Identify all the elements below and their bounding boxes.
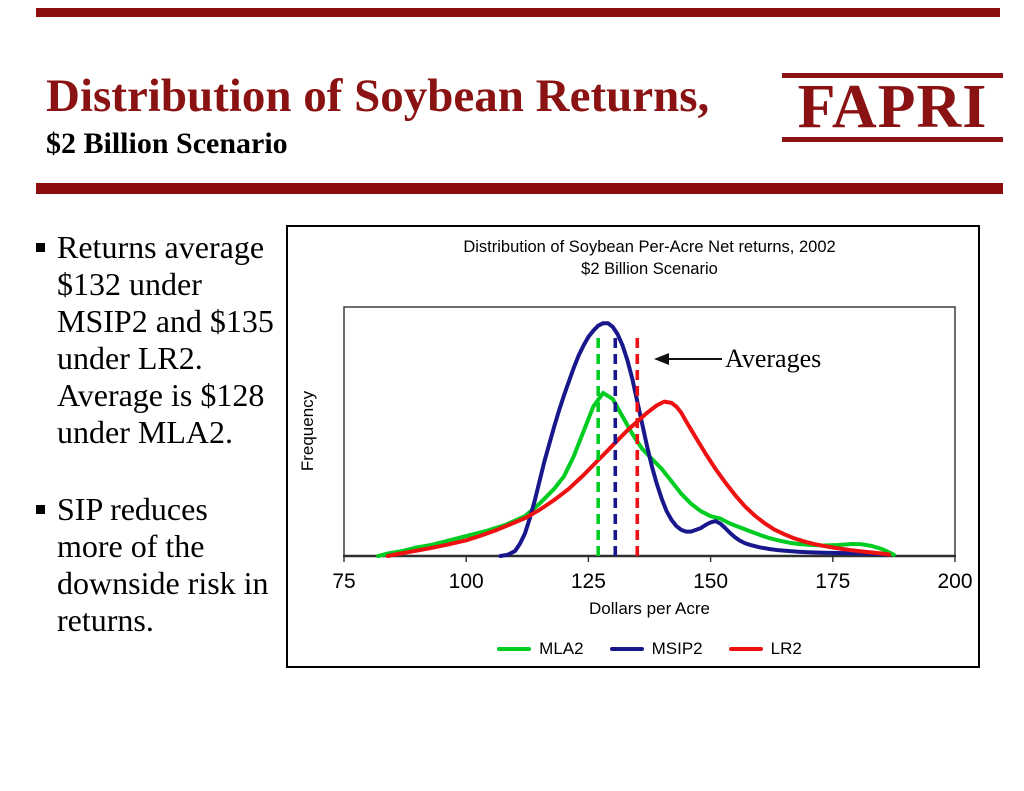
x-tick-label: 100 bbox=[449, 570, 484, 593]
fapri-logo-bottom-line bbox=[782, 137, 1003, 142]
slide-subtitle: $2 Billion Scenario bbox=[46, 127, 288, 160]
legend-label-mla2: MLA2 bbox=[539, 639, 584, 658]
bullet-item: SIP reduces more of the downside risk in re… bbox=[36, 491, 288, 639]
chart-title: Distribution of Soybean Per-Acre Net ret… bbox=[463, 238, 836, 256]
legend-swatch-lr2 bbox=[728, 646, 763, 652]
averages-arrow-head bbox=[654, 353, 669, 365]
x-tick-label: 150 bbox=[693, 570, 728, 593]
bullet-square-marker bbox=[36, 243, 45, 252]
series-curve-lr2 bbox=[386, 399, 891, 558]
legend-swatch-msip2 bbox=[609, 646, 644, 652]
top-accent-bar bbox=[36, 8, 1000, 17]
plot-frame bbox=[343, 306, 956, 557]
legend-item-msip2: MSIP2 bbox=[609, 639, 703, 659]
fapri-logo-top-line bbox=[782, 73, 1003, 78]
chart-title-block: Distribution of Soybean Per-Acre Net ret… bbox=[344, 236, 955, 280]
chart-panel: 75 100 125 150 175 200 Distribution of Soybea… bbox=[286, 225, 980, 668]
slide-title: Distribution of Soybean Returns, bbox=[46, 70, 710, 122]
legend-label-lr2: LR2 bbox=[770, 639, 802, 658]
legend-label-msip2: MSIP2 bbox=[651, 639, 703, 658]
x-tick-label: 200 bbox=[937, 570, 972, 593]
x-tick-label: 175 bbox=[815, 570, 850, 593]
distribution-plot: 75 100 125 150 175 200 bbox=[332, 306, 973, 593]
x-tick-label: 125 bbox=[571, 570, 606, 593]
bullet-square-marker bbox=[36, 505, 45, 514]
chart-legend: MLA2 MSIP2 LR2 bbox=[344, 639, 955, 659]
title-underline-rule bbox=[36, 183, 1003, 194]
y-axis-label: Frequency bbox=[298, 390, 317, 472]
bullet-list: Returns average $132 under MSIP2 and $135 u… bbox=[36, 229, 288, 639]
chart-subtitle: $2 Billion Scenario bbox=[581, 260, 718, 278]
bullet-text: Returns average $132 under MSIP2 and $135 u… bbox=[57, 229, 274, 450]
x-axis-label: Dollars per Acre bbox=[589, 599, 710, 618]
bullet-item: Returns average $132 under MSIP2 and $135 u… bbox=[36, 229, 288, 451]
fapri-logo: FAPRI bbox=[797, 73, 988, 141]
bullet-text: SIP reduces more of the downside risk in re… bbox=[57, 491, 269, 638]
series-curve-msip2 bbox=[498, 321, 889, 558]
legend-item-mla2: MLA2 bbox=[497, 639, 584, 659]
legend-swatch-mla2 bbox=[497, 646, 532, 652]
x-tick-label: 75 bbox=[332, 570, 355, 593]
legend-item-lr2: LR2 bbox=[728, 639, 802, 659]
averages-annotation: Averages bbox=[725, 344, 822, 373]
